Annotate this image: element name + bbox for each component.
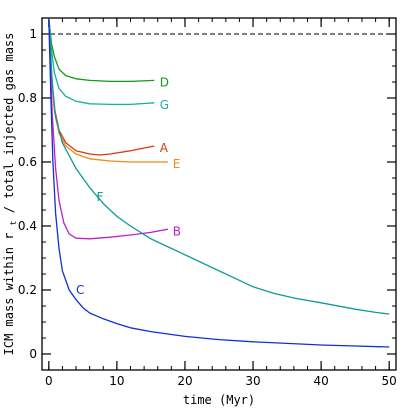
x-tick-label: 20 — [177, 374, 192, 388]
series-layer — [48, 18, 390, 348]
series-label-f: F — [96, 190, 103, 204]
y-axis-title: ICM mass within r t / total injected gas… — [2, 33, 19, 356]
y-tick-label: 1 — [29, 27, 37, 41]
y-axis-title-subscript: t — [9, 220, 18, 225]
y-tick-label: 0.4 — [18, 219, 37, 233]
series-label-d: D — [160, 76, 169, 90]
series-line-b — [48, 18, 169, 240]
y-tick-label: 0 — [29, 347, 37, 361]
y-axis-title-rest: / total injected gas mass — [2, 33, 16, 214]
series-label-e: E — [173, 157, 181, 171]
series-line-f — [48, 18, 390, 315]
series-label-g: G — [160, 98, 169, 112]
x-tick-label: 40 — [313, 374, 328, 388]
series-label-a: A — [160, 141, 169, 155]
series-line-a — [48, 18, 155, 156]
series-label-c: C — [76, 283, 84, 297]
series-label-b: B — [173, 224, 181, 238]
x-tick-label: 30 — [245, 374, 260, 388]
y-tick-label: 0.2 — [18, 283, 37, 297]
x-tick-label: 50 — [382, 374, 397, 388]
x-tick-label: 0 — [45, 374, 53, 388]
y-axis-title-main: ICM mass within r — [2, 233, 16, 356]
x-tick-label: 10 — [109, 374, 124, 388]
series-line-d — [48, 18, 155, 83]
series-line-c — [48, 18, 390, 348]
series-line-g — [48, 18, 155, 106]
y-tick-label: 0.8 — [18, 91, 37, 105]
tick-labels: 0 10 20 30 40 50 0 0.2 0.4 0.6 0.8 1 — [18, 27, 397, 388]
y-tick-label: 0.6 — [18, 155, 37, 169]
x-axis-title: time (Myr) — [183, 393, 255, 407]
series-label-layer: DG AE B F C — [76, 76, 181, 297]
series-line-e — [48, 18, 168, 163]
